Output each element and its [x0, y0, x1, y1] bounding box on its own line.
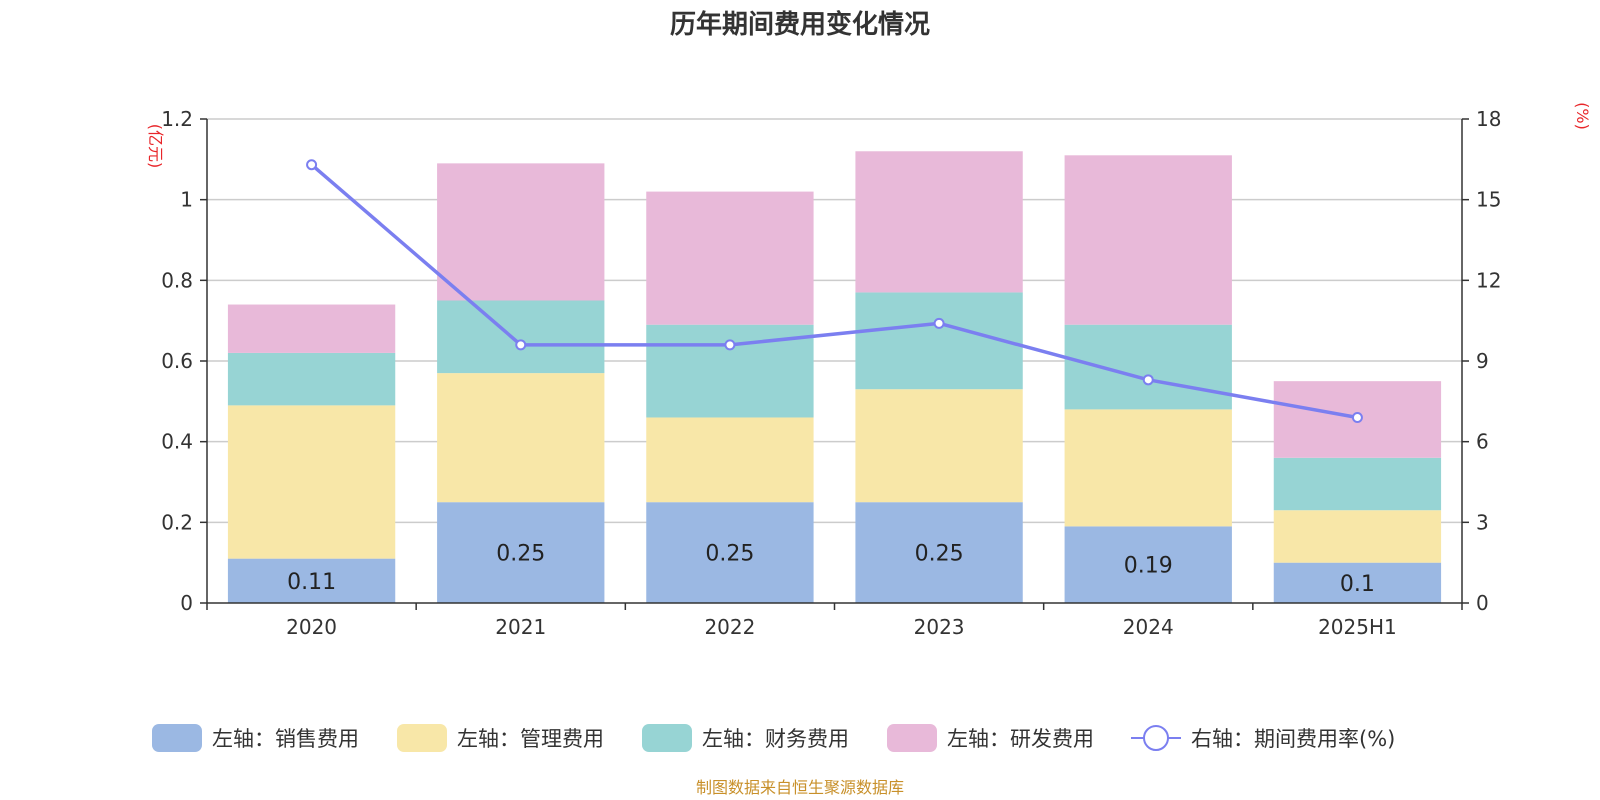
legend-item[interactable]: 左轴：研发费用 — [887, 724, 1094, 752]
right-axis-tick-label: 18 — [1476, 107, 1501, 131]
bar-segment-1 — [646, 502, 814, 603]
bar-segment-3 — [855, 292, 1023, 390]
left-axis-tick-label: 0.2 — [161, 510, 193, 534]
bar-segment-4 — [437, 163, 605, 301]
bar-segment-1 — [855, 502, 1023, 603]
left-axis-tick-label: 0.8 — [161, 268, 193, 292]
bar-segment-3 — [1064, 324, 1232, 410]
bar-segment-4 — [1064, 155, 1232, 325]
bar-segment-4 — [227, 304, 396, 353]
legend-swatch — [887, 724, 937, 752]
expense-rate-point — [1351, 411, 1363, 423]
legend-label: 左轴：财务费用 — [702, 727, 849, 751]
x-axis-tick-label: 2022 — [704, 615, 755, 639]
right-axis-tick-label: 9 — [1476, 349, 1489, 373]
bar-data-label: 0.19 — [1124, 554, 1173, 579]
left-axis-tick-label: 0.6 — [161, 349, 193, 373]
expense-rate-point — [933, 317, 945, 329]
bar-segment-2 — [855, 389, 1023, 503]
expense-rate-point — [1142, 374, 1154, 386]
bar-segment-1 — [1064, 526, 1232, 603]
right-axis-tick-label: 6 — [1476, 430, 1489, 454]
chart-title: 历年期间费用变化情况 — [670, 9, 930, 40]
legend-item[interactable]: 左轴：管理费用 — [397, 724, 604, 752]
legend-marker — [1143, 725, 1169, 751]
bar-segment-3 — [227, 352, 396, 406]
right-axis-tick-label: 15 — [1476, 188, 1501, 212]
x-axis-tick-label: 2025H1 — [1318, 615, 1397, 639]
x-axis-tick-label: 2023 — [914, 615, 965, 639]
legend-item[interactable]: 左轴：销售费用 — [152, 724, 359, 752]
left-axis-tick-label: 0 — [180, 591, 193, 615]
right-axis-unit: (%) — [1573, 102, 1592, 130]
bar-data-label: 0.11 — [287, 570, 336, 595]
bar-data-label: 0.25 — [496, 542, 545, 567]
legend-label: 右轴：期间费用率(%) — [1191, 727, 1395, 751]
left-axis-unit: (亿元) — [146, 124, 165, 169]
bar-segment-2 — [646, 417, 814, 503]
legend-item[interactable]: 右轴：期间费用率(%) — [1131, 725, 1395, 751]
legend-swatch — [397, 724, 447, 752]
bar-segment-3 — [1273, 457, 1442, 511]
bar-segment-2 — [227, 405, 396, 559]
right-axis-tick-label: 12 — [1476, 268, 1501, 292]
left-axis-tick-label: 0.4 — [161, 430, 193, 454]
bar-segment-4 — [855, 151, 1023, 293]
x-axis-tick-label: 2020 — [286, 615, 337, 639]
legend-label: 左轴：管理费用 — [457, 727, 604, 751]
legend-label: 左轴：研发费用 — [947, 727, 1094, 751]
expense-rate-line — [310, 163, 1358, 420]
data-source-note: 制图数据来自恒生聚源数据库 — [696, 778, 904, 797]
legend-label: 左轴：销售费用 — [212, 727, 359, 751]
bar-segment-3 — [437, 300, 605, 374]
left-axis-tick-label: 1.2 — [161, 107, 193, 131]
x-axis-tick-label: 2024 — [1123, 615, 1174, 639]
bar-segment-4 — [646, 191, 814, 325]
legend-item[interactable]: 左轴：财务费用 — [642, 724, 849, 752]
bar-data-label: 0.25 — [915, 542, 964, 567]
bar-data-label: 0.1 — [1340, 572, 1375, 597]
bar-segment-2 — [1064, 409, 1232, 527]
expense-rate-point — [724, 339, 736, 351]
bar-data-label: 0.25 — [705, 542, 754, 567]
legend-swatch — [642, 724, 692, 752]
expense-rate-point — [515, 339, 527, 351]
bar-segment-2 — [437, 373, 605, 503]
legend-swatch — [152, 724, 202, 752]
expense-rate-point — [306, 159, 318, 171]
bar-segment-2 — [1273, 510, 1442, 563]
bar-segment-1 — [227, 558, 396, 603]
left-axis-tick-label: 1 — [180, 188, 193, 212]
x-axis-tick-label: 2021 — [495, 615, 546, 639]
right-axis-tick-label: 3 — [1476, 510, 1489, 534]
bar-segment-1 — [437, 502, 605, 603]
right-axis-tick-label: 0 — [1476, 591, 1489, 615]
bar-segment-1 — [1273, 562, 1442, 603]
